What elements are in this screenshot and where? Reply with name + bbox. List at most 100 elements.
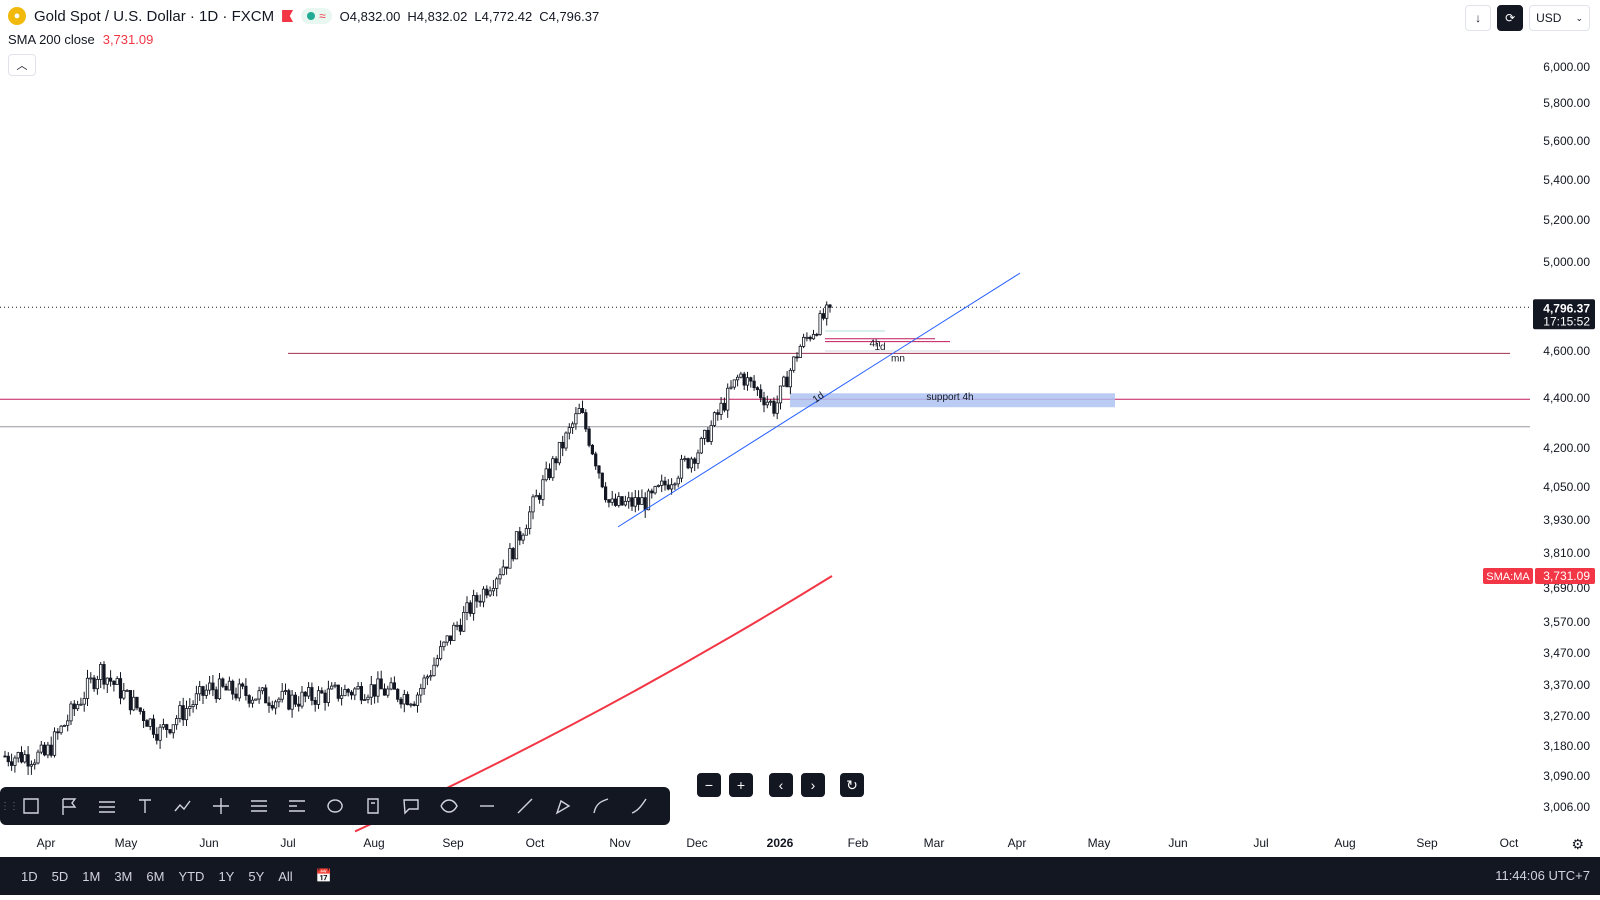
price-label-icon	[367, 798, 379, 814]
candle-body	[554, 458, 558, 464]
currency-select[interactable]: USD ⌄	[1529, 5, 1590, 31]
wave-icon: ≈	[319, 9, 326, 23]
candle-body	[686, 458, 690, 469]
candle-body	[782, 376, 786, 387]
settings-gear-icon[interactable]: ⚙	[1571, 836, 1584, 852]
candle-body	[534, 495, 538, 498]
candle-body	[132, 696, 136, 711]
price-axis[interactable]: 6,000.00 5,800.00 5,600.00 5,400.00 5,200.00…	[1543, 60, 1590, 814]
time-axis[interactable]: Apr May Jun Jul Aug Sep Oct Nov Dec 2026 Feb Mar Apr…	[37, 836, 1519, 850]
collapse-legend-button[interactable]: ︿	[8, 54, 36, 76]
candle-body	[478, 600, 482, 603]
horizontal-line-icon	[480, 805, 494, 807]
candle-body	[56, 731, 60, 734]
last-price-tag	[1533, 299, 1595, 330]
clock[interactable]: 11:44:06 UTC+7	[1495, 868, 1590, 883]
callout-tool-button[interactable]	[392, 787, 430, 825]
candle-body	[650, 490, 654, 494]
parallel-lines-button[interactable]	[88, 787, 126, 825]
curve-shape-icon-shape	[440, 799, 458, 813]
range-button-1y[interactable]: 1Y	[218, 868, 235, 884]
candle-body	[772, 400, 776, 414]
symbol-title[interactable]: Gold Spot / U.S. Dollar · 1D · FXCM	[34, 7, 275, 25]
top-right-controls: ↓ ⟳ USD ⌄	[1465, 5, 1590, 31]
candle-body	[9, 761, 14, 766]
range-button-5y[interactable]: 5Y	[248, 868, 265, 884]
time-tick-label: Dec	[686, 836, 707, 850]
price-tick-label: 5,200.00	[1543, 213, 1590, 227]
ellipse-tool-button[interactable]	[316, 787, 354, 825]
candle-body	[36, 751, 40, 764]
candle-body	[333, 684, 337, 687]
candle-body	[620, 496, 624, 506]
callout-tool-icon	[403, 799, 419, 815]
path-tool-button[interactable]	[164, 787, 202, 825]
candle-body	[122, 690, 126, 699]
candle-body	[488, 590, 492, 596]
candle-body	[330, 685, 334, 690]
candle-body	[511, 548, 515, 560]
candle-body	[59, 725, 63, 734]
rectangle-tool-icon	[23, 798, 39, 814]
candle-body	[567, 427, 571, 434]
candle-body	[778, 385, 783, 404]
drag-handle-icon[interactable]: ⋮⋮	[0, 800, 19, 812]
candle-body	[287, 690, 291, 710]
zoom-in-button[interactable]: +	[729, 773, 753, 797]
candle-body	[23, 754, 27, 763]
indicator-legend[interactable]: SMA 200 close 3,731.09	[8, 32, 153, 47]
range-button-3m[interactable]: 3M	[114, 868, 133, 884]
trend-line-button[interactable]	[506, 787, 544, 825]
pen-tool-button[interactable]	[544, 787, 582, 825]
currency-label: USD	[1536, 11, 1562, 25]
candle-body	[13, 757, 17, 766]
candle-body	[165, 724, 169, 731]
candle-body	[204, 689, 208, 696]
range-button-all[interactable]: All	[278, 868, 293, 884]
ohlc-values: O4,832.00 H4,832.02 L4,772.42 C4,796.37	[340, 9, 600, 24]
download-button[interactable]: ↓	[1465, 5, 1492, 31]
flag-note-icon-shape	[62, 798, 77, 815]
rectangle-tool-button[interactable]	[12, 787, 50, 825]
price-label-button[interactable]	[354, 787, 392, 825]
scroll-right-button[interactable]: ›	[801, 773, 825, 797]
refresh-button[interactable]: ⟳	[1497, 5, 1524, 31]
range-button-1m[interactable]: 1M	[82, 868, 101, 884]
candle-body	[43, 744, 47, 756]
range-button-1d[interactable]: 1D	[21, 868, 38, 884]
toolbar-tools	[12, 787, 658, 825]
curve-shape-button[interactable]	[430, 787, 468, 825]
range-button-5d[interactable]: 5D	[51, 868, 69, 884]
candle-body	[828, 304, 832, 308]
candle-body	[148, 718, 152, 727]
trend-line	[617, 272, 1021, 528]
candle-body	[508, 548, 512, 569]
flag-note-button[interactable]	[50, 787, 88, 825]
fib-tool-button[interactable]	[240, 787, 278, 825]
brush-tool-button[interactable]	[620, 787, 658, 825]
path-tool-icon	[174, 800, 191, 812]
candle-body	[498, 574, 502, 580]
candle-body	[557, 441, 562, 464]
reset-chart-button[interactable]: ↻	[840, 773, 864, 797]
chevron-left-icon: ‹	[778, 777, 784, 793]
horizontal-line-button[interactable]	[468, 787, 506, 825]
calendar-icon[interactable]: 📅	[315, 868, 332, 883]
range-button-ytd[interactable]: YTD	[178, 868, 205, 884]
text-tool-button[interactable]	[126, 787, 164, 825]
arc-tool-button[interactable]	[582, 787, 620, 825]
price-tick-label: 3,006.00	[1543, 800, 1590, 814]
range-button-6m[interactable]: 6M	[146, 868, 165, 884]
flag-icon[interactable]	[282, 10, 294, 22]
pattern-tool-button[interactable]	[278, 787, 316, 825]
market-status-badge[interactable]: ≈	[301, 8, 332, 24]
candle-body	[412, 703, 416, 706]
time-tick-label: Apr	[1008, 836, 1027, 850]
candle-body	[79, 703, 83, 706]
zoom-out-button[interactable]: −	[697, 773, 721, 797]
candle-body	[630, 497, 634, 507]
candle-body	[16, 752, 20, 759]
scroll-left-button[interactable]: ‹	[769, 773, 793, 797]
measure-tool-button[interactable]	[202, 787, 240, 825]
